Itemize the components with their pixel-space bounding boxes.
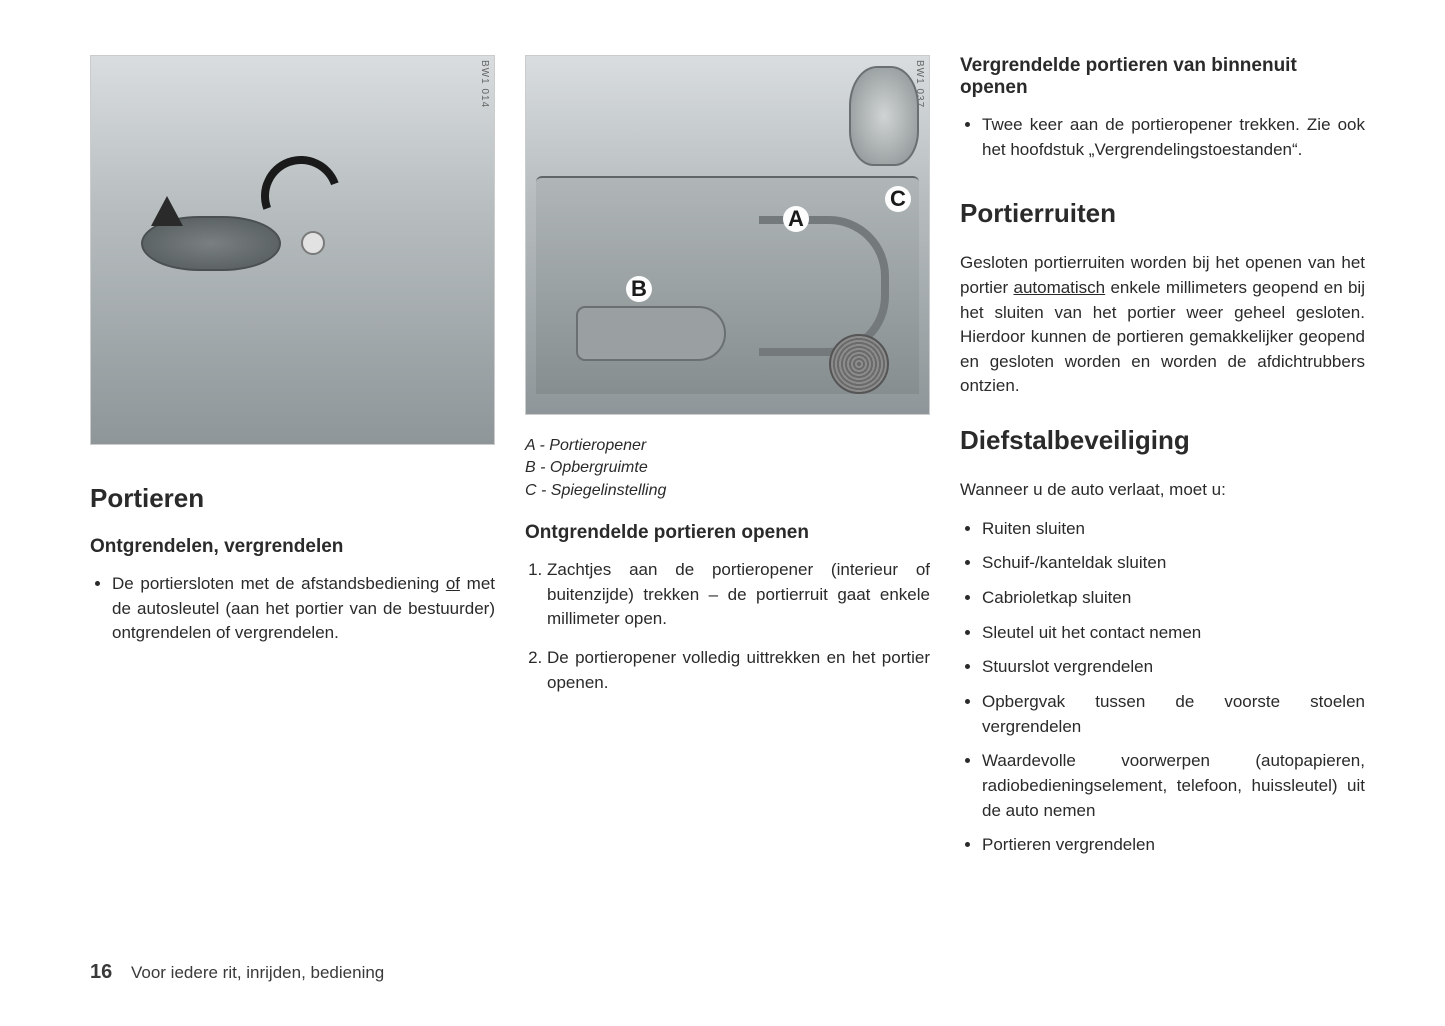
page-number: 16 <box>90 961 112 983</box>
page-content: BW1 014 Portieren Ontgrendelen, vergrend… <box>90 55 1365 986</box>
subheading-open-locked-inside: Vergrendelde portieren van binnenuit ope… <box>960 55 1365 99</box>
ordered-steps: Zachtjes aan de portieropener (interieur… <box>525 558 930 709</box>
list-item: Stuurslot vergrendelen <box>982 655 1365 680</box>
bullet-list-theft: Ruiten sluiten Schuif-/kanteldak sluiten… <box>960 517 1365 868</box>
list-item: Portieren vergrendelen <box>982 833 1365 858</box>
column-1: BW1 014 Portieren Ontgrendelen, vergrend… <box>90 55 495 986</box>
heading-portierruiten: Portierruiten <box>960 198 1365 229</box>
list-item: Twee keer aan de portieropener trekken. … <box>982 113 1365 162</box>
figure-caption: A - Portieropener B - Opbergruimte C - S… <box>525 435 930 502</box>
caption-line-B: B - Opbergruimte <box>525 457 930 479</box>
bullet-list-inside: Twee keer aan de portieropener trekken. … <box>960 113 1365 172</box>
underlined-text: of <box>446 574 460 593</box>
list-item: De portiersloten met de afstandsbedienin… <box>112 572 495 646</box>
footer-text: Voor iedere rit, inrijden, bediening <box>131 963 384 982</box>
arrow-up-icon <box>151 196 183 226</box>
heading-portieren: Portieren <box>90 483 495 514</box>
list-item: De portieropener volledig uittrekken en … <box>547 646 930 695</box>
list-item: Ruiten sluiten <box>982 517 1365 542</box>
text-segment: De portiersloten met de afstandsbedienin… <box>112 574 446 593</box>
storage-bin-illustration <box>576 306 726 361</box>
label-C: C <box>885 186 911 212</box>
caption-line-C: C - Spiegelinstelling <box>525 480 930 502</box>
paragraph-leave: Wanneer u de auto verlaat, moet u: <box>960 478 1365 503</box>
bullet-list-unlock: De portiersloten met de afstandsbedienin… <box>90 572 495 656</box>
underlined-text: automatisch <box>1013 278 1105 297</box>
mirror-illustration <box>849 66 919 166</box>
figure-ref-1: BW1 014 <box>479 60 490 108</box>
heading-diefstalbeveiliging: Diefstalbeveiliging <box>960 425 1365 456</box>
caption-line-A: A - Portieropener <box>525 435 930 457</box>
list-item: Sleutel uit het contact nemen <box>982 621 1365 646</box>
subheading-ontgrendelen: Ontgrendelen, vergrendelen <box>90 536 495 558</box>
figure-interior-door: BW1 037 A B C <box>525 55 930 415</box>
page-footer: 16 Voor iedere rit, inrijden, bediening <box>90 961 384 984</box>
list-item: Zachtjes aan de portieropener (interieur… <box>547 558 930 632</box>
list-item: Schuif-/kanteldak sluiten <box>982 551 1365 576</box>
label-A: A <box>783 206 809 232</box>
figure-exterior-handle: BW1 014 <box>90 55 495 445</box>
paragraph-windows: Gesloten portierruiten worden bij het op… <box>960 251 1365 399</box>
label-B: B <box>626 276 652 302</box>
list-item: Opbergvak tussen de voorste stoelen verg… <box>982 690 1365 739</box>
column-2: BW1 037 A B C A - Portieropener B - Opbe… <box>525 55 930 986</box>
subheading-open-unlocked: Ontgrendelde portieren openen <box>525 522 930 544</box>
speaker-illustration <box>829 334 889 394</box>
column-3: Vergrendelde portieren van binnenuit ope… <box>960 55 1365 986</box>
list-item: Waardevolle voorwerpen (autopapieren, ra… <box>982 749 1365 823</box>
list-item: Cabrioletkap sluiten <box>982 586 1365 611</box>
